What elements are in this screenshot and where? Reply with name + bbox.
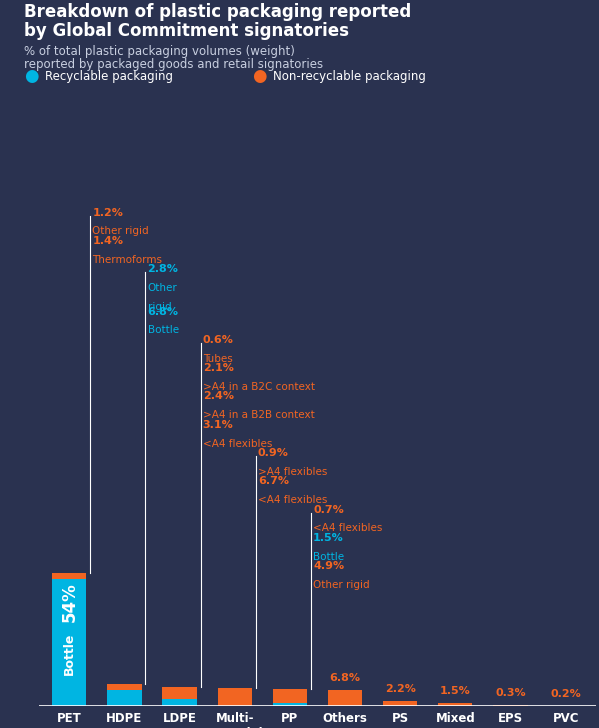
Text: % of total plastic packaging volumes (weight): % of total plastic packaging volumes (we…: [24, 45, 295, 58]
Text: 1.5%: 1.5%: [440, 686, 471, 695]
Text: >A4 flexibles: >A4 flexibles: [258, 467, 327, 477]
Text: Thermoforms: Thermoforms: [92, 255, 162, 265]
Bar: [107, 690, 141, 706]
Text: by Global Commitment signatories: by Global Commitment signatories: [24, 22, 349, 40]
Text: <A4 flexibles: <A4 flexibles: [313, 523, 382, 534]
Bar: [438, 703, 473, 706]
Bar: [273, 703, 307, 706]
Text: Other: Other: [147, 283, 177, 293]
Text: 6.7%: 6.7%: [258, 476, 289, 486]
Text: <A4 flexibles: <A4 flexibles: [202, 438, 272, 448]
Bar: [162, 687, 196, 699]
Bar: [217, 688, 252, 706]
Bar: [162, 699, 196, 706]
Bar: [328, 690, 362, 706]
Text: 6.8%: 6.8%: [329, 673, 361, 683]
Text: Bottle: Bottle: [313, 552, 344, 562]
Text: Bottle: Bottle: [147, 325, 179, 336]
Text: 2.1%: 2.1%: [202, 363, 234, 373]
Text: 3.1%: 3.1%: [202, 420, 234, 430]
Text: 54%: 54%: [60, 582, 78, 622]
Text: rigid: rigid: [147, 302, 171, 312]
Text: 0.7%: 0.7%: [313, 505, 344, 515]
Text: 0.2%: 0.2%: [550, 689, 581, 699]
Text: ●: ●: [252, 68, 266, 85]
Bar: [383, 701, 418, 706]
Bar: [273, 689, 307, 703]
Text: 1.2%: 1.2%: [92, 207, 123, 218]
Text: 2.8%: 2.8%: [147, 264, 179, 274]
Bar: [52, 573, 86, 579]
Text: 1.4%: 1.4%: [92, 236, 123, 246]
Text: 0.3%: 0.3%: [495, 689, 526, 698]
Text: Tubes: Tubes: [202, 354, 232, 364]
Text: >A4 in a B2C context: >A4 in a B2C context: [202, 382, 314, 392]
Text: 1.5%: 1.5%: [313, 533, 344, 543]
Text: 6.8%: 6.8%: [147, 306, 179, 317]
Text: <A4 flexibles: <A4 flexibles: [258, 495, 327, 505]
Text: ●: ●: [24, 68, 38, 85]
Text: Breakdown of plastic packaging reported: Breakdown of plastic packaging reported: [24, 3, 411, 21]
Text: 4.9%: 4.9%: [313, 561, 344, 571]
Text: Other rigid: Other rigid: [92, 226, 149, 237]
Bar: [107, 684, 141, 690]
Text: 2.2%: 2.2%: [385, 684, 416, 694]
Text: Recyclable packaging: Recyclable packaging: [45, 70, 173, 83]
Text: Other rigid: Other rigid: [313, 580, 370, 590]
Text: reported by packaged goods and retail signatories: reported by packaged goods and retail si…: [24, 58, 323, 71]
Bar: [52, 579, 86, 706]
Text: Bottle: Bottle: [63, 633, 75, 676]
Text: Non-recyclable packaging: Non-recyclable packaging: [273, 70, 425, 83]
Text: 0.6%: 0.6%: [202, 335, 234, 345]
Text: 2.4%: 2.4%: [202, 392, 234, 401]
Text: 0.9%: 0.9%: [258, 448, 289, 458]
Text: >A4 in a B2B context: >A4 in a B2B context: [202, 411, 314, 420]
